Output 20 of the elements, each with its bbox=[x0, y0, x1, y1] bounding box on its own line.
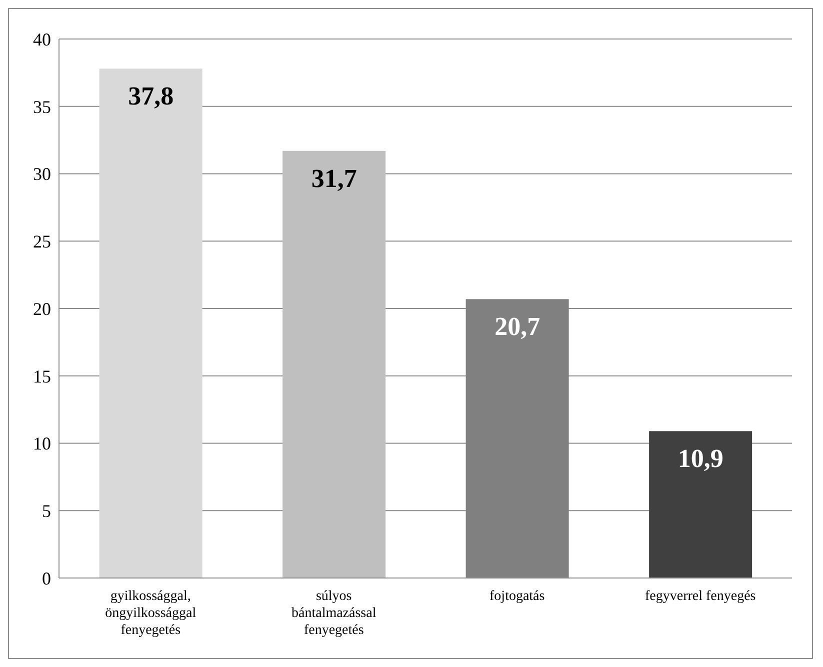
data-label: 20,7 bbox=[494, 312, 540, 342]
data-label: 10,9 bbox=[678, 444, 724, 474]
x-tick-label: súlyos bántalmazással fenyegetés bbox=[292, 589, 376, 638]
y-tick-label: 30 bbox=[33, 164, 51, 184]
bar bbox=[99, 68, 202, 578]
y-tick-label: 35 bbox=[33, 96, 51, 117]
x-tick-label: fegyverrel fenyegés bbox=[644, 589, 756, 604]
y-tick-label: 40 bbox=[33, 29, 51, 50]
x-tick-label: fojtogatás bbox=[490, 589, 545, 604]
data-label: 31,7 bbox=[311, 164, 357, 193]
y-tick-label: 10 bbox=[33, 434, 51, 454]
y-tick-label: 5 bbox=[42, 501, 51, 522]
x-tick-label: gyilkossággal, öngyilkossággal fenyegetés bbox=[105, 589, 196, 638]
data-label: 37,8 bbox=[128, 82, 174, 111]
bar bbox=[649, 431, 752, 578]
y-tick-label: 15 bbox=[33, 366, 51, 386]
y-tick-label: 20 bbox=[33, 298, 51, 319]
y-tick-label: 0 bbox=[42, 568, 51, 588]
bar bbox=[282, 150, 386, 578]
y-tick-label: 25 bbox=[33, 232, 51, 252]
